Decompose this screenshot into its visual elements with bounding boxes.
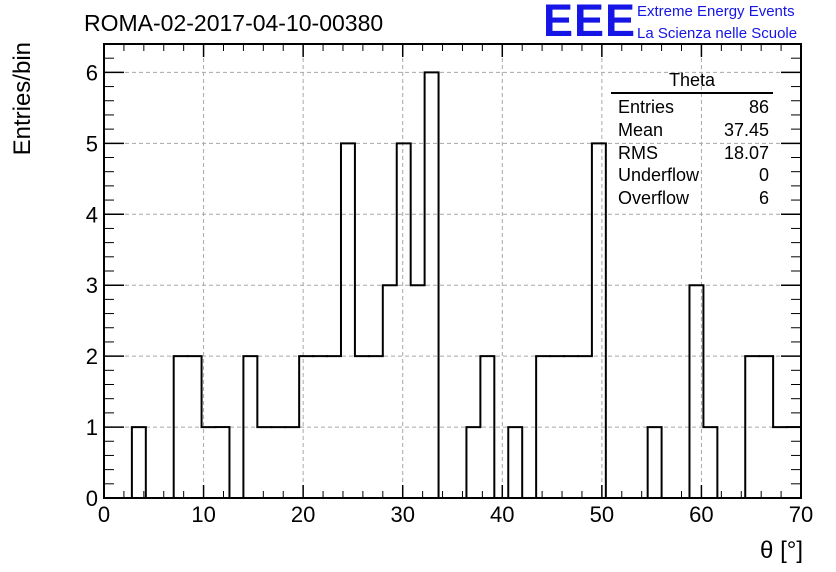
x-tick-label: 50 [590, 502, 614, 527]
logo-subtitle-line1: Extreme Energy Events [637, 3, 795, 20]
y-tick-label: 0 [86, 486, 98, 511]
y-tick-label: 4 [86, 202, 98, 227]
stats-title: Theta [611, 70, 773, 94]
x-tick-label: 70 [789, 502, 813, 527]
y-tick-label: 5 [86, 131, 98, 156]
logo-subtitle-line2: La Scienza nelle Scuole [637, 25, 798, 42]
stats-label: Mean [618, 119, 664, 140]
stats-label: Entries [618, 97, 675, 117]
stats-label: Overflow [618, 188, 690, 209]
logo-mark: EEE [543, 0, 637, 46]
x-tick-label: 60 [689, 502, 713, 527]
stats-value: 0 [758, 165, 769, 186]
stats-row-entries: Entries 86 [611, 96, 773, 119]
x-tick-label: 20 [291, 502, 315, 527]
grid-lines [104, 44, 801, 498]
stats-value: 37.45 [723, 119, 769, 140]
stats-label: RMS [618, 142, 658, 163]
y-tick-label: 2 [86, 344, 98, 369]
x-tick-label: 10 [191, 502, 215, 527]
x-tick-label: 30 [390, 502, 414, 527]
x-tick-label: 40 [490, 502, 514, 527]
chart-title: ROMA-02-2017-04-10-00380 [84, 10, 384, 36]
stats-value: 86 [748, 97, 769, 117]
stats-value: 18.07 [723, 142, 769, 163]
stats-label: Underflow [618, 165, 700, 186]
stats-row-mean: Mean 37.45 [611, 119, 773, 142]
x-tick-label: 0 [98, 502, 110, 527]
eee-logo: EEE Extreme Energy Events La Scienza nel… [543, 0, 833, 46]
stats-row-underflow: Underflow 0 [611, 164, 773, 187]
stats-value: 6 [758, 188, 769, 209]
stats-row-overflow: Overflow 6 [611, 187, 773, 210]
axis-ticks [103, 43, 802, 499]
y-tick-label: 6 [86, 60, 98, 85]
x-axis-label: θ [°] [760, 537, 803, 564]
stats-box: Theta Entries 86 Mean 37.45 RMS 18.07 Un… [611, 70, 773, 210]
y-axis-label: Entries/bin [9, 42, 36, 155]
y-tick-label: 1 [86, 415, 98, 440]
y-tick-label: 3 [86, 273, 98, 298]
stats-row-rms: RMS 18.07 [611, 142, 773, 165]
